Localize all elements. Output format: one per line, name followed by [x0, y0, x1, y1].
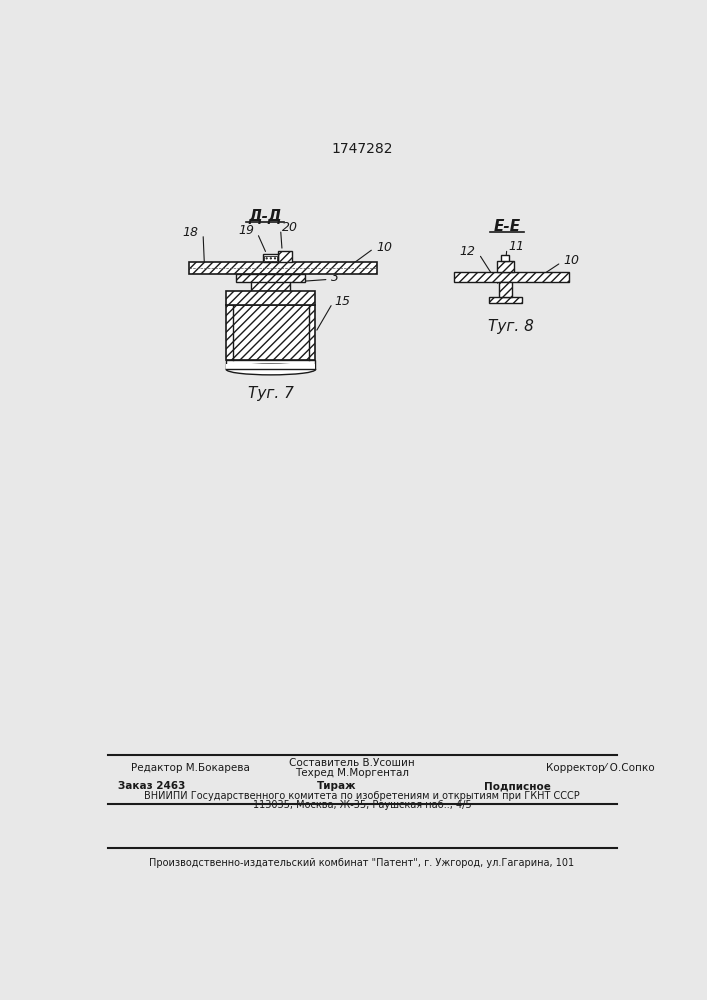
Text: Корректор⁄ О.Сопко: Корректор⁄ О.Сопко — [546, 763, 654, 773]
Text: Τуг. 7: Τуг. 7 — [247, 386, 293, 401]
Text: Заказ 2463: Заказ 2463 — [118, 781, 185, 791]
Text: 113035, Москва, Ж-35, Раушская наб.., 4/5: 113035, Москва, Ж-35, Раушская наб.., 4/… — [252, 800, 472, 810]
Text: Тираж: Тираж — [317, 781, 356, 791]
Text: 20: 20 — [282, 221, 298, 234]
Bar — [189, 262, 377, 274]
Text: Составитель В.Усошин: Составитель В.Усошин — [289, 758, 415, 768]
Bar — [251, 274, 290, 291]
Text: 10: 10 — [563, 254, 580, 267]
Bar — [501, 255, 509, 261]
Text: Е-Е: Е-Е — [493, 219, 520, 234]
Text: Д-Д: Д-Д — [248, 209, 282, 224]
Text: Подписное: Подписное — [484, 781, 551, 791]
Text: 3: 3 — [331, 271, 339, 284]
Text: 18: 18 — [182, 226, 199, 239]
Text: 10: 10 — [377, 241, 392, 254]
Bar — [235, 274, 305, 282]
Bar — [263, 254, 279, 262]
Bar — [226, 305, 315, 360]
Bar — [226, 364, 315, 369]
Text: Τуг. 8: Τуг. 8 — [488, 319, 534, 334]
Text: Производственно-издательский комбинат "Патент", г. Ужгород, ул.Гагарина, 101: Производственно-издательский комбинат "П… — [149, 858, 575, 868]
Text: Техред М.Моргентал: Техред М.Моргентал — [295, 768, 409, 778]
Text: ВНИИПИ Государственного комитета по изобретениям и открытиям при ГКНТ СССР: ВНИИПИ Государственного комитета по изоб… — [144, 791, 580, 801]
Bar — [264, 256, 276, 261]
Text: 11: 11 — [508, 240, 525, 253]
Bar — [226, 291, 315, 305]
Text: 15: 15 — [335, 295, 351, 308]
Bar — [499, 282, 512, 297]
Bar — [226, 360, 315, 369]
Bar — [497, 261, 514, 272]
Bar — [489, 297, 522, 303]
Text: 1747282: 1747282 — [331, 142, 392, 156]
Ellipse shape — [226, 364, 315, 375]
Text: Редактор М.Бокарева: Редактор М.Бокарева — [131, 763, 250, 773]
Bar — [454, 272, 569, 282]
Text: 19: 19 — [238, 224, 255, 237]
Text: 12: 12 — [460, 245, 476, 258]
Bar — [279, 251, 292, 262]
